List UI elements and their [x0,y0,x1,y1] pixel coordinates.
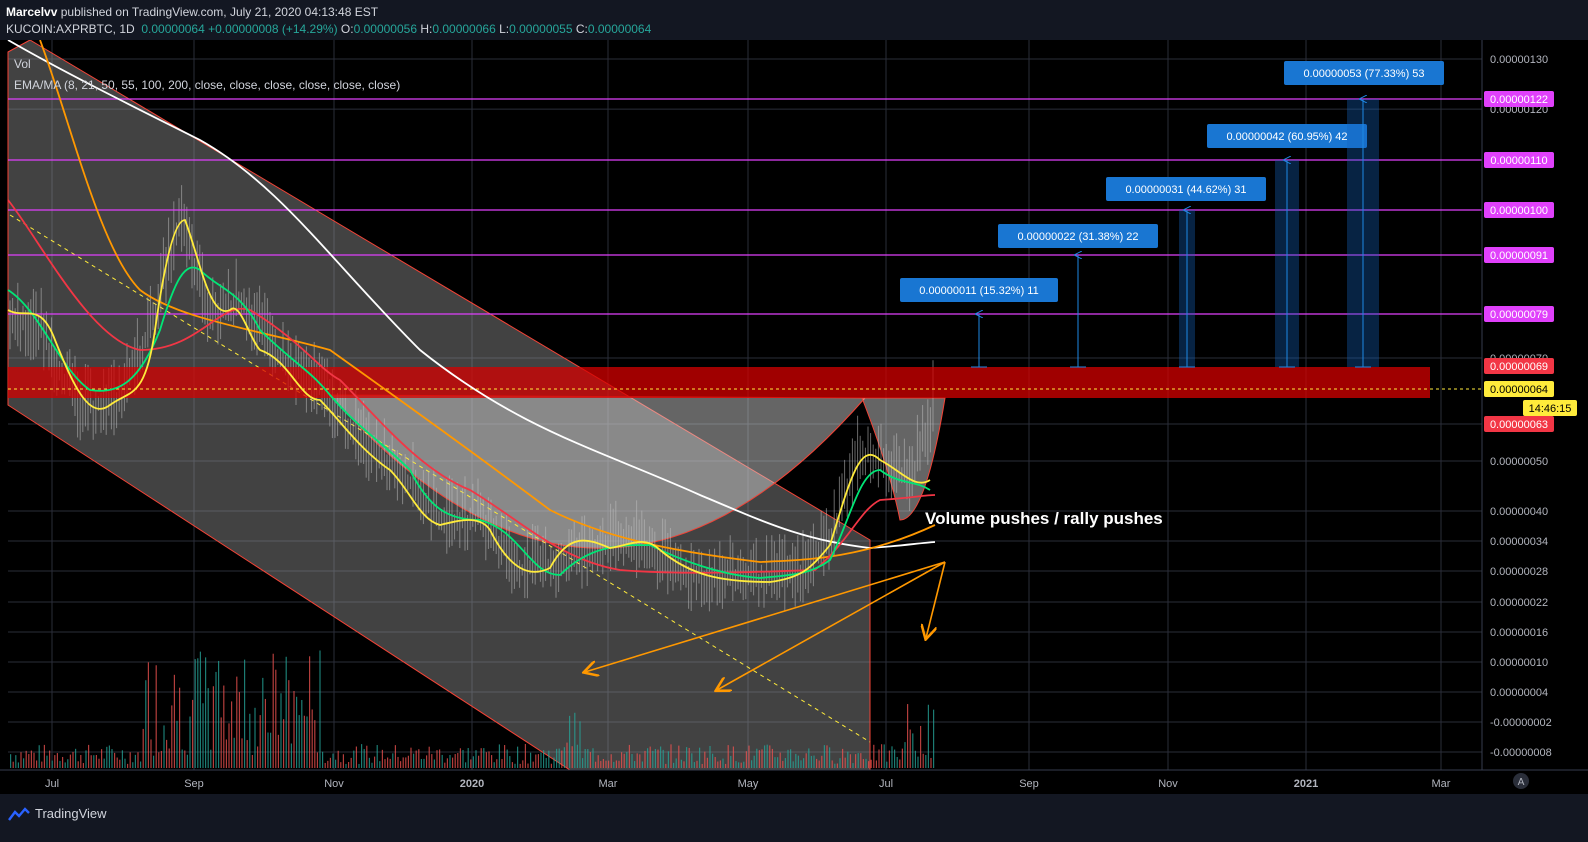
author-name[interactable]: Marcelvv [6,5,58,19]
published-text: published on TradingView.com, July 21, 2… [60,5,379,19]
measurement-tools: 0.00000011 (15.32%) 11 0.00000022 (31.38%… [900,61,1444,368]
high-label: H: [420,22,433,36]
measure-label-text: 0.00000022 (31.38%) 22 [1017,231,1138,243]
price-tick-label: 0.00000004 [1490,687,1548,699]
measure-label-box[interactable] [900,278,1058,302]
open-value: 0.00000056 [353,22,417,36]
target-lines [8,98,1482,315]
price-label-text: 0.00000063 [1490,419,1548,431]
price-label-text: 0.00000091 [1490,250,1548,262]
price-label-text: 0.00000122 [1490,94,1548,106]
ohlc-legend: KUCOIN:AXPRBTC, 1D 0.00000064 +0.0000000… [6,22,651,36]
price-label-text: 0.00000069 [1490,361,1548,373]
price-tick-label: 0.00000022 [1490,597,1548,609]
time-tick-label: May [738,778,759,790]
ema-21-line [7,266,931,579]
settings-button[interactable]: A [1513,773,1529,789]
price-tick-label: 0.00000028 [1490,566,1548,578]
low-label: L: [499,22,510,36]
indicator-legend: Vol EMA/MA (8, 21, 50, 55, 100, 200, clo… [14,54,400,96]
measure-label-text: 0.00000011 (15.32%) 11 [919,285,1038,297]
volume-indicator-label[interactable]: Vol [14,57,31,71]
price-tick-label: -0.00000002 [1490,717,1552,729]
price-label-box [1484,202,1554,218]
ema-200-line [7,40,936,549]
annotation-text: Volume pushes / rally pushes [925,509,1163,528]
time-tick-label: Mar [599,778,618,790]
time-tick-label: Sep [1019,778,1039,790]
price-label-text: 0.00000079 [1490,309,1548,321]
price-label-box [1484,358,1554,374]
ema-50-line [7,199,936,574]
close-value: 0.00000064 [587,22,652,36]
resistance-zone [8,367,1430,398]
price-label-box [1484,91,1554,107]
price-change: +0.00000008 (+14.29%) [208,22,338,36]
chart-header: Marcelvv published on TradingView.com, J… [0,0,1588,40]
price-label-box [1484,306,1554,322]
arrow-down-left-2 [717,561,946,690]
time-tick-label: Mar [1432,778,1451,790]
time-tick-label: Sep [184,778,204,790]
price-tick-label: 0.00000130 [1490,54,1548,66]
time-axis[interactable]: Jul Sep Nov 2020 Mar May Jul Sep Nov 2021 Mar [45,778,1451,790]
time-tick-label: Nov [1158,778,1178,790]
low-value: 0.00000055 [509,22,573,36]
time-tick-label: Nov [324,778,344,790]
price-tick-label: 0.00000010 [1490,657,1548,669]
symbol-label[interactable]: KUCOIN:AXPRBTC, 1D [6,22,135,36]
price-tick-label: 0.00000050 [1490,456,1548,468]
price-chart[interactable]: Volume pushes / rally pushes 0.00000011 … [0,40,1588,794]
time-tick-label: 2020 [460,778,484,790]
price-tick-label: 0.00000034 [1490,536,1548,548]
last-price: 0.00000064 [141,22,205,36]
price-tick-label: 0.00000120 [1490,104,1548,116]
measure-label-box[interactable] [1207,124,1367,148]
measure-label-box[interactable] [998,224,1158,248]
price-tick-label: 0.00000040 [1490,506,1548,518]
tradingview-logo-icon [8,806,30,821]
measure-label-box[interactable] [1106,177,1266,201]
price-label-box [1484,416,1554,432]
ema-100-line [39,40,936,563]
time-tick-label: Jul [879,778,893,790]
measure-label-text: 0.00000042 (60.95%) 42 [1226,131,1347,143]
price-axis-labels: 0.00000122 0.00000110 0.00000100 0.00000091… [1484,91,1577,432]
measure-label-text: 0.00000053 (77.33%) 53 [1303,68,1424,80]
price-label-box [1484,381,1554,397]
price-tick-label: -0.00000008 [1490,747,1552,759]
high-value: 0.00000066 [432,22,496,36]
arrow-down-left-1 [585,561,946,672]
close-label: C: [575,22,588,36]
ema-8-line [7,219,931,583]
settings-icon: A [1518,777,1525,788]
tradingview-brand[interactable]: TradingView [8,806,107,821]
price-label-box [1484,247,1554,263]
price-label-text: 0.00000100 [1490,205,1548,217]
price-label-text: 14:46:15 [1529,403,1572,415]
measure-label-box[interactable] [1284,61,1444,85]
time-tick-label: Jul [45,778,59,790]
price-label-text: 0.00000064 [1490,384,1548,396]
tradingview-brand-label: TradingView [35,806,107,821]
open-label: O: [340,22,354,36]
time-tick-label: 2021 [1294,778,1318,790]
price-label-text: 0.00000110 [1490,155,1547,167]
price-tick-label: 0.00000016 [1490,627,1548,639]
arrow-down [926,561,946,638]
measure-label-text: 0.00000031 (44.62%) 31 [1125,184,1246,196]
publish-info: Marcelvv published on TradingView.com, J… [6,5,378,19]
price-label-box [1484,152,1554,168]
footer: TradingView [0,794,1588,842]
price-label-box [1523,400,1577,416]
ema-indicator-label[interactable]: EMA/MA (8, 21, 50, 55, 100, 200, close, … [14,78,401,92]
volume-bars [10,650,935,768]
